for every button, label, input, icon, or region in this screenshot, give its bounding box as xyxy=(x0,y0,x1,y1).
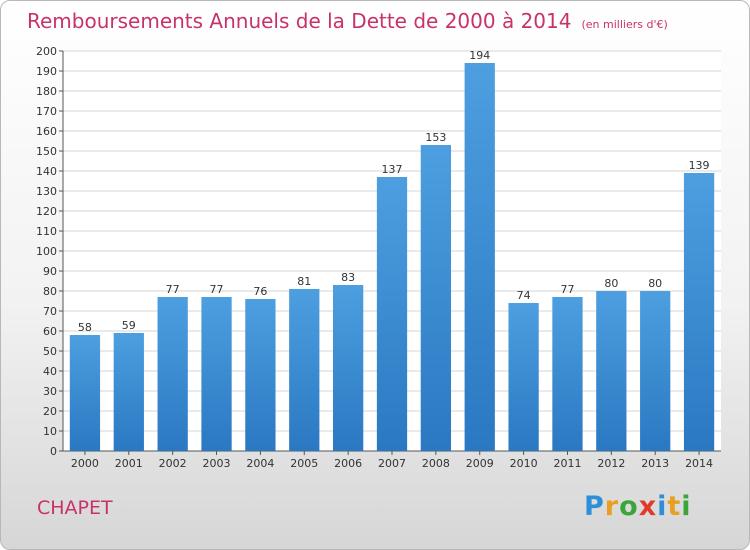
x-tick-label: 2005 xyxy=(290,457,318,470)
x-tick-label: 2000 xyxy=(71,457,99,470)
data-label: 58 xyxy=(78,321,92,334)
title-unit: (en milliers d'€) xyxy=(581,18,668,31)
data-label: 153 xyxy=(425,131,446,144)
x-tick-label: 2014 xyxy=(685,457,713,470)
y-tick-label: 130 xyxy=(36,185,57,198)
x-tick-label: 2010 xyxy=(510,457,538,470)
x-tick-label: 2008 xyxy=(422,457,450,470)
data-label: 83 xyxy=(341,271,355,284)
y-tick-label: 110 xyxy=(36,225,57,238)
x-tick-label: 2013 xyxy=(641,457,669,470)
x-tick-label: 2003 xyxy=(203,457,231,470)
commune-name: CHAPET xyxy=(37,497,113,519)
bar xyxy=(157,297,188,451)
x-tick-label: 2009 xyxy=(466,457,494,470)
y-tick-label: 100 xyxy=(36,245,57,258)
bar xyxy=(596,291,627,451)
y-tick-label: 150 xyxy=(36,145,57,158)
x-tick-label: 2012 xyxy=(597,457,625,470)
x-tick-label: 2006 xyxy=(334,457,362,470)
y-tick-label: 70 xyxy=(43,305,57,318)
y-tick-label: 40 xyxy=(43,365,57,378)
bar xyxy=(289,289,320,451)
y-tick-label: 120 xyxy=(36,205,57,218)
x-tick-label: 2001 xyxy=(115,457,143,470)
y-tick-label: 170 xyxy=(36,105,57,118)
logo-letter: x xyxy=(638,491,658,522)
bars xyxy=(69,63,715,451)
bar xyxy=(508,303,539,451)
logo-letter: r xyxy=(604,491,620,522)
y-tick-label: 10 xyxy=(43,425,57,438)
data-label: 81 xyxy=(297,275,311,288)
y-tick-label: 0 xyxy=(50,445,57,458)
bar xyxy=(332,285,364,451)
x-tick-label: 2011 xyxy=(553,457,581,470)
x-tick-label: 2007 xyxy=(378,457,406,470)
bar xyxy=(113,333,144,451)
bar xyxy=(552,297,583,451)
logo-letter: t xyxy=(667,491,682,522)
y-tick-label: 50 xyxy=(43,345,57,358)
bar xyxy=(683,173,715,451)
data-label: 77 xyxy=(560,283,574,296)
x-tick-label: 2002 xyxy=(159,457,187,470)
y-tick-label: 190 xyxy=(36,65,57,78)
logo-letter: o xyxy=(619,491,639,522)
data-label: 80 xyxy=(604,277,618,290)
logo-letter: i xyxy=(657,491,668,522)
y-tick-label: 180 xyxy=(36,85,57,98)
y-tick-label: 90 xyxy=(43,265,57,278)
chart-title: Remboursements Annuels de la Dette de 20… xyxy=(27,9,668,33)
bar xyxy=(464,63,495,451)
bar xyxy=(376,177,408,451)
data-label: 194 xyxy=(469,49,490,62)
data-label: 77 xyxy=(166,283,180,296)
y-tick-label: 80 xyxy=(43,285,57,298)
data-label: 59 xyxy=(122,319,136,332)
data-label: 77 xyxy=(210,283,224,296)
labels: 0 10 20 30 40 50 60 70 80 90 100 110 120 130 140 150 160… xyxy=(36,45,713,470)
bar xyxy=(420,145,452,451)
data-label: 74 xyxy=(517,289,531,302)
data-label: 80 xyxy=(648,277,662,290)
y-tick-label: 30 xyxy=(43,385,57,398)
y-tick-label: 20 xyxy=(43,405,57,418)
data-label: 139 xyxy=(689,159,710,172)
logo-letter: i xyxy=(681,491,692,522)
bar xyxy=(640,291,671,451)
data-label: 76 xyxy=(253,285,267,298)
bar xyxy=(69,335,101,451)
logo-letter: P xyxy=(584,491,605,522)
bar xyxy=(201,297,232,451)
x-tick-label: 2004 xyxy=(246,457,274,470)
y-tick-label: 160 xyxy=(36,125,57,138)
y-tick-label: 60 xyxy=(43,325,57,338)
bar xyxy=(245,299,276,451)
data-label: 137 xyxy=(382,163,403,176)
proxiti-logo: Proxiti xyxy=(584,491,692,522)
y-tick-label: 140 xyxy=(36,165,57,178)
title-text: Remboursements Annuels de la Dette de 20… xyxy=(27,9,572,33)
y-tick-label: 200 xyxy=(36,45,57,58)
